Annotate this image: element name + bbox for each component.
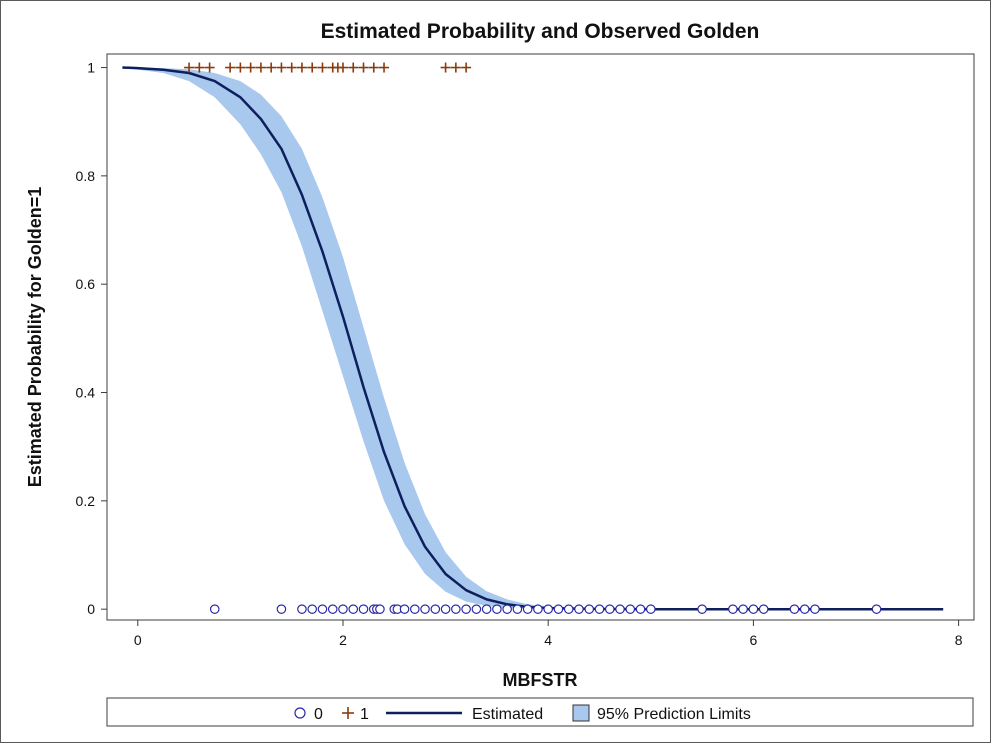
observed-0-marker [297, 604, 307, 614]
observed-0-marker [440, 604, 451, 614]
x-tick-label: 8 [955, 632, 963, 648]
observed-0-marker [375, 604, 385, 614]
legend-box [106, 697, 974, 727]
observed-1-marker [379, 62, 390, 73]
observed-1-marker [286, 62, 297, 73]
observed-1-marker [337, 62, 348, 73]
observed-1-marker [450, 62, 461, 73]
y-tick-label: 0.8 [76, 168, 96, 184]
observed-1-marker [317, 62, 328, 73]
observed-0-marker [871, 604, 882, 614]
observed-0-marker [327, 604, 338, 614]
observed-0-marker [728, 604, 738, 614]
y-tick-label: 0 [87, 601, 95, 617]
legend-label-band: 95% Prediction Limits [597, 706, 751, 723]
y-tick-label: 0.6 [76, 276, 96, 292]
observed-1-marker [255, 62, 266, 73]
y-axis: 0 0.2 0.4 0.6 0.8 1 [76, 60, 107, 617]
observed-1-marker [348, 62, 359, 73]
observed-0-marker [574, 604, 584, 614]
legend: 0 1 Estimated 95% Prediction Limits [106, 697, 974, 727]
chart-title: Estimated Probability and Observed Golde… [321, 20, 760, 43]
observed-0-marker [645, 604, 656, 614]
y-axis-title: Estimated Probability for Golden=1 [25, 187, 45, 488]
observed-0-marker [758, 604, 769, 614]
observed-0-layer [209, 604, 882, 614]
observed-0-marker [584, 604, 595, 614]
observed-0-marker [697, 604, 707, 614]
legend-plus-marker [342, 707, 354, 719]
observed-0-marker [451, 604, 461, 614]
observed-1-marker [184, 62, 195, 73]
observed-0-marker [481, 604, 492, 614]
x-axis: 0 2 4 6 8 [134, 620, 963, 648]
observed-0-marker [399, 604, 410, 614]
observed-0-marker [430, 604, 441, 614]
observed-0-marker [533, 604, 543, 614]
legend-label-1: 1 [360, 706, 369, 723]
observed-1-marker [296, 62, 307, 73]
observed-1-marker [225, 62, 236, 73]
observed-0-marker [748, 604, 759, 614]
observed-0-marker [738, 604, 748, 614]
observed-1-marker [204, 62, 215, 73]
observed-0-marker [625, 604, 636, 614]
x-tick-label: 6 [750, 632, 758, 648]
observed-1-marker [368, 62, 379, 73]
observed-0-marker [348, 604, 359, 614]
observed-1-marker [245, 62, 256, 73]
legend-circle-marker [294, 707, 306, 719]
observed-1-marker [276, 62, 287, 73]
y-tick-label: 0.2 [76, 493, 96, 509]
observed-0-marker [209, 604, 220, 614]
x-axis-title: MBFSTR [503, 670, 578, 690]
observed-0-marker [615, 604, 625, 614]
observed-0-marker [358, 604, 369, 614]
observed-0-marker [338, 604, 348, 614]
observed-1-marker [307, 62, 318, 73]
observed-0-marker [543, 604, 553, 614]
observed-0-marker [492, 604, 502, 614]
legend-band-swatch [572, 704, 590, 722]
x-tick-label: 2 [339, 632, 347, 648]
observed-0-marker [810, 604, 820, 614]
observed-0-marker [512, 604, 523, 614]
y-tick-label: 1 [87, 60, 95, 76]
observed-1-marker [235, 62, 246, 73]
observed-1-marker [194, 62, 205, 73]
observed-0-marker [502, 604, 512, 614]
observed-0-marker [471, 604, 482, 614]
x-tick-label: 4 [544, 632, 552, 648]
observed-1-marker [358, 62, 369, 73]
observed-0-marker [307, 604, 318, 614]
observed-1-layer [184, 62, 472, 73]
observed-0-marker [461, 604, 471, 614]
observed-1-marker [461, 62, 472, 73]
observed-0-marker [635, 604, 646, 614]
observed-1-marker [266, 62, 277, 73]
x-tick-label: 0 [134, 632, 142, 648]
observed-0-marker [799, 604, 810, 614]
legend-label-estimated: Estimated [472, 706, 543, 723]
observed-0-marker [420, 604, 430, 614]
observed-0-marker [276, 604, 287, 614]
legend-label-0: 0 [314, 706, 323, 723]
observed-0-marker [594, 604, 605, 614]
observed-0-marker [789, 604, 800, 614]
observed-1-marker [440, 62, 451, 73]
y-tick-label: 0.4 [76, 385, 96, 401]
observed-0-marker [563, 604, 574, 614]
observed-0-marker [317, 604, 328, 614]
plot-area [106, 53, 975, 621]
observed-0-marker [410, 604, 420, 614]
observed-0-marker [522, 604, 533, 614]
observed-0-marker [553, 604, 564, 614]
observed-0-marker [604, 604, 615, 614]
